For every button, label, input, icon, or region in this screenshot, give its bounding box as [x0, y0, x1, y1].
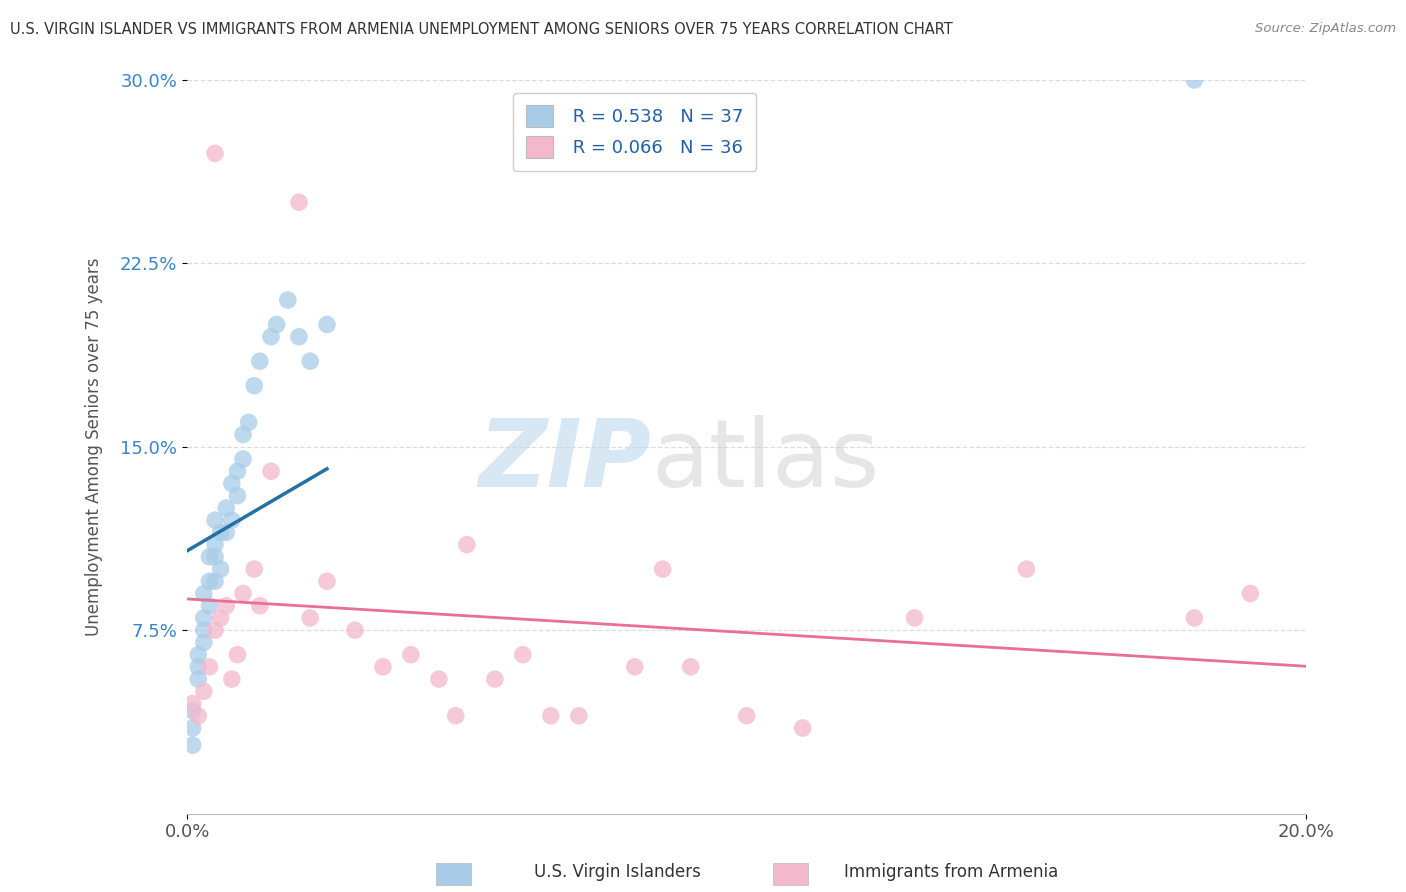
Point	[792, 721, 814, 735]
Point	[540, 708, 562, 723]
Point	[238, 415, 260, 429]
Point	[181, 738, 204, 752]
Point	[399, 648, 422, 662]
Point	[299, 611, 322, 625]
Point	[193, 611, 215, 625]
Point	[204, 574, 226, 589]
Point	[243, 562, 266, 576]
Point	[249, 599, 271, 613]
Point	[679, 660, 702, 674]
Point	[204, 623, 226, 637]
Point	[260, 464, 283, 478]
Point	[568, 708, 591, 723]
Point	[226, 464, 249, 478]
Point	[288, 195, 311, 210]
Point	[204, 146, 226, 161]
Point	[903, 611, 925, 625]
Text: U.S. VIRGIN ISLANDER VS IMMIGRANTS FROM ARMENIA UNEMPLOYMENT AMONG SENIORS OVER : U.S. VIRGIN ISLANDER VS IMMIGRANTS FROM …	[10, 22, 953, 37]
Point	[1182, 611, 1205, 625]
Point	[1182, 73, 1205, 87]
Point	[193, 635, 215, 649]
Point	[232, 586, 254, 600]
Point	[187, 672, 209, 686]
Point	[193, 586, 215, 600]
Legend:  R = 0.538   N = 37,  R = 0.066   N = 36: R = 0.538 N = 37, R = 0.066 N = 36	[513, 93, 756, 171]
Point	[260, 330, 283, 344]
Point	[651, 562, 673, 576]
Point	[181, 697, 204, 711]
Text: Immigrants from Armenia: Immigrants from Armenia	[844, 863, 1057, 881]
Point	[181, 704, 204, 718]
Point	[209, 611, 232, 625]
Point	[187, 648, 209, 662]
Text: Source: ZipAtlas.com: Source: ZipAtlas.com	[1256, 22, 1396, 36]
Point	[512, 648, 534, 662]
Point	[277, 293, 299, 307]
Point	[221, 672, 243, 686]
Point	[204, 538, 226, 552]
Point	[343, 623, 366, 637]
Point	[181, 721, 204, 735]
Text: atlas: atlas	[651, 416, 880, 508]
Point	[226, 648, 249, 662]
Point	[215, 599, 238, 613]
Point	[316, 318, 339, 332]
Point	[204, 513, 226, 527]
Point	[209, 562, 232, 576]
Point	[243, 378, 266, 392]
Point	[299, 354, 322, 368]
Point	[444, 708, 467, 723]
Point	[204, 549, 226, 564]
Point	[187, 660, 209, 674]
Text: ZIP: ZIP	[478, 416, 651, 508]
Point	[288, 330, 311, 344]
Text: U.S. Virgin Islanders: U.S. Virgin Islanders	[534, 863, 702, 881]
Point	[221, 513, 243, 527]
Point	[209, 525, 232, 540]
Point	[232, 452, 254, 467]
Point	[1239, 586, 1261, 600]
Point	[198, 549, 221, 564]
Point	[623, 660, 645, 674]
Point	[198, 574, 221, 589]
Point	[484, 672, 506, 686]
Point	[215, 500, 238, 515]
Point	[193, 684, 215, 698]
Point	[198, 660, 221, 674]
Point	[316, 574, 339, 589]
Point	[427, 672, 450, 686]
Point	[371, 660, 394, 674]
Point	[221, 476, 243, 491]
Point	[1015, 562, 1038, 576]
Point	[215, 525, 238, 540]
Point	[456, 538, 478, 552]
Point	[266, 318, 288, 332]
Point	[249, 354, 271, 368]
Point	[232, 427, 254, 442]
Y-axis label: Unemployment Among Seniors over 75 years: Unemployment Among Seniors over 75 years	[86, 258, 103, 636]
Point	[187, 708, 209, 723]
Point	[193, 623, 215, 637]
Point	[735, 708, 758, 723]
Point	[226, 489, 249, 503]
Point	[198, 599, 221, 613]
